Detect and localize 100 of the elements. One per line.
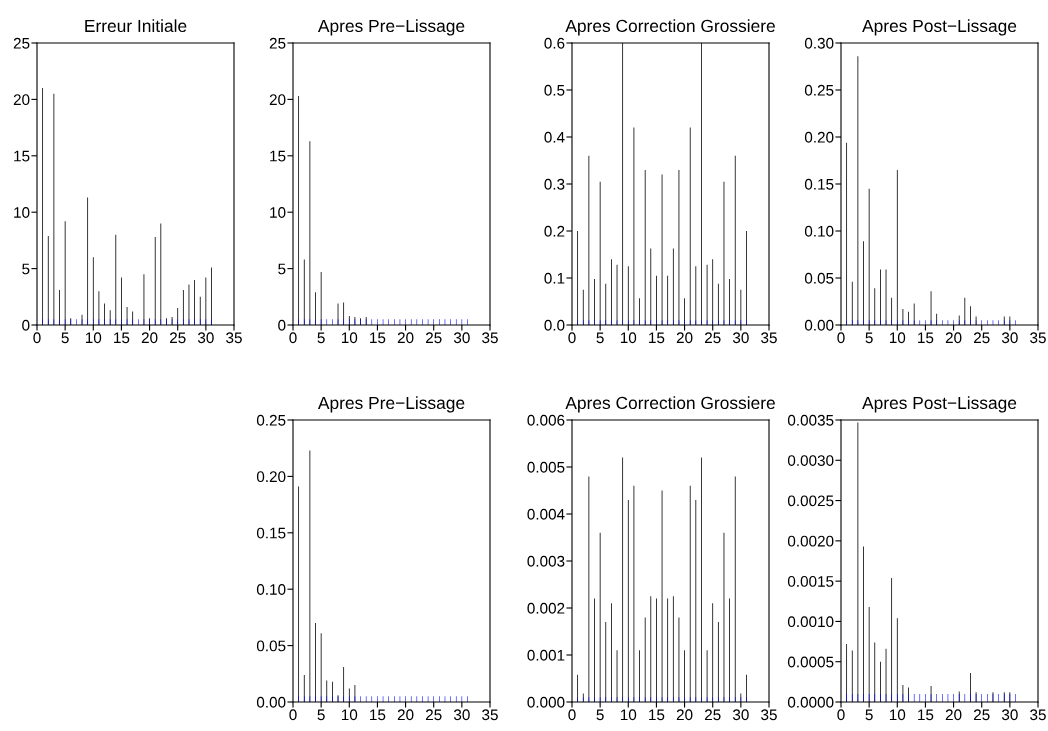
y-tick-label: 0.002: [527, 602, 565, 614]
x-tick-label: 35: [1030, 709, 1046, 721]
y-tick-label: 15: [270, 150, 286, 162]
y-tick-label: 10: [14, 207, 30, 218]
y-tick-label: 0.15: [256, 527, 286, 539]
y-tick-label: 10: [270, 207, 286, 218]
x-tick-label: 35: [226, 332, 242, 344]
y-tick-label: 0: [22, 319, 30, 331]
y-tick-label: 25: [13, 37, 30, 49]
y-tick-label: 0.10: [256, 584, 286, 595]
x-tick-label: 35: [1030, 332, 1046, 344]
x-tick-label: 25: [169, 332, 186, 344]
x-tick-label: 0: [568, 709, 576, 721]
x-tick-label: 10: [889, 332, 906, 344]
x-tick-label: 30: [732, 709, 749, 721]
x-tick-label: 10: [620, 332, 637, 344]
y-tick-label: 5: [278, 263, 286, 275]
y-tick-label: 0.20: [256, 471, 286, 483]
y-tick-label: 5: [22, 263, 30, 275]
x-tick-label: 10: [341, 332, 358, 344]
x-tick-label: 0: [33, 332, 41, 344]
x-tick-label: 35: [761, 332, 777, 344]
y-tick-label: 0.0: [544, 319, 565, 331]
y-tick-label: 0.2: [544, 225, 565, 237]
x-tick-label: 5: [865, 332, 873, 344]
y-tick-label: 0.05: [256, 640, 286, 652]
y-tick-label: 0.00: [804, 319, 834, 331]
y-tick-label: 0: [278, 319, 286, 331]
chart-title: Apres Post−Lissage: [862, 396, 1017, 413]
y-tick-label: 20: [13, 94, 30, 106]
x-tick-label: 30: [453, 709, 470, 721]
x-tick-label: 5: [596, 709, 604, 721]
x-tick-label: 35: [482, 332, 498, 344]
x-tick-label: 15: [649, 709, 665, 721]
y-tick-label: 0.6: [544, 37, 565, 49]
x-tick-label: 5: [317, 332, 325, 344]
chart-title: Apres Post−Lissage: [862, 19, 1017, 36]
y-tick-label: 0.0030: [787, 455, 834, 466]
x-tick-label: 5: [61, 332, 69, 344]
y-tick-label: 0.0035: [787, 414, 834, 426]
x-tick-label: 10: [620, 709, 637, 721]
y-tick-label: 0.0015: [787, 576, 834, 587]
y-tick-label: 0.004: [527, 508, 565, 520]
x-tick-label: 0: [837, 709, 845, 721]
x-tick-label: 5: [865, 709, 873, 721]
y-tick-label: 0.25: [804, 84, 834, 96]
x-tick-label: 15: [918, 709, 934, 721]
chart-title: Apres Correction Grossiere: [565, 396, 775, 413]
y-tick-label: 0.05: [804, 272, 834, 284]
x-tick-label: 15: [918, 332, 934, 344]
y-tick-label: 0.0025: [787, 495, 834, 507]
y-tick-label: 25: [269, 37, 286, 49]
x-tick-label: 20: [397, 332, 414, 344]
y-tick-label: 0.006: [527, 414, 565, 426]
y-tick-label: 0.000: [527, 696, 565, 708]
y-tick-label: 0.4: [544, 131, 565, 143]
chart-title: Apres Pre−Lissage: [317, 396, 465, 413]
x-tick-label: 10: [341, 709, 358, 721]
y-tick-label: 0.10: [804, 225, 834, 237]
x-tick-label: 25: [425, 709, 442, 721]
y-tick-label: 0.15: [804, 178, 834, 190]
x-tick-label: 15: [649, 332, 665, 344]
x-tick-label: 0: [289, 332, 297, 344]
x-tick-label: 25: [973, 332, 990, 344]
chart-title: Apres Correction Grossiere: [565, 19, 775, 36]
x-tick-label: 20: [676, 709, 693, 721]
x-tick-label: 30: [197, 332, 214, 344]
y-tick-label: 0.003: [527, 555, 565, 567]
x-tick-label: 25: [704, 332, 721, 344]
y-tick-label: 0.001: [527, 649, 565, 661]
y-tick-label: 0.20: [804, 131, 834, 143]
x-tick-label: 15: [114, 332, 130, 344]
x-tick-label: 35: [482, 709, 498, 721]
chart-title: Apres Pre−Lissage: [317, 19, 465, 36]
y-tick-label: 0.5: [544, 84, 565, 96]
y-tick-label: 0.00: [256, 696, 286, 708]
y-tick-label: 15: [14, 150, 30, 162]
x-tick-label: 20: [397, 709, 414, 721]
x-tick-label: 0: [837, 332, 845, 344]
y-tick-label: 0.25: [256, 414, 286, 426]
x-tick-label: 30: [732, 332, 749, 344]
y-tick-label: 0.1: [544, 272, 565, 284]
x-tick-label: 20: [945, 332, 962, 344]
x-tick-label: 30: [1001, 332, 1018, 344]
x-tick-label: 30: [1001, 709, 1018, 721]
y-tick-label: 0.0005: [787, 656, 834, 668]
x-tick-label: 35: [761, 709, 777, 721]
chart-title: Erreur Initiale: [85, 19, 187, 33]
y-tick-label: 0.0000: [787, 696, 834, 708]
x-tick-label: 10: [889, 709, 906, 721]
y-tick-label: 20: [269, 94, 286, 106]
y-tick-label: 0.0010: [787, 616, 834, 628]
y-tick-label: 0.005: [527, 461, 565, 473]
x-tick-label: 10: [85, 332, 102, 344]
y-tick-label: 0.0020: [787, 535, 834, 547]
y-tick-label: 0.3: [544, 178, 565, 190]
x-tick-label: 30: [453, 332, 470, 344]
y-tick-label: 0.30: [804, 37, 834, 49]
x-tick-label: 0: [568, 332, 576, 344]
x-tick-label: 20: [945, 709, 962, 721]
